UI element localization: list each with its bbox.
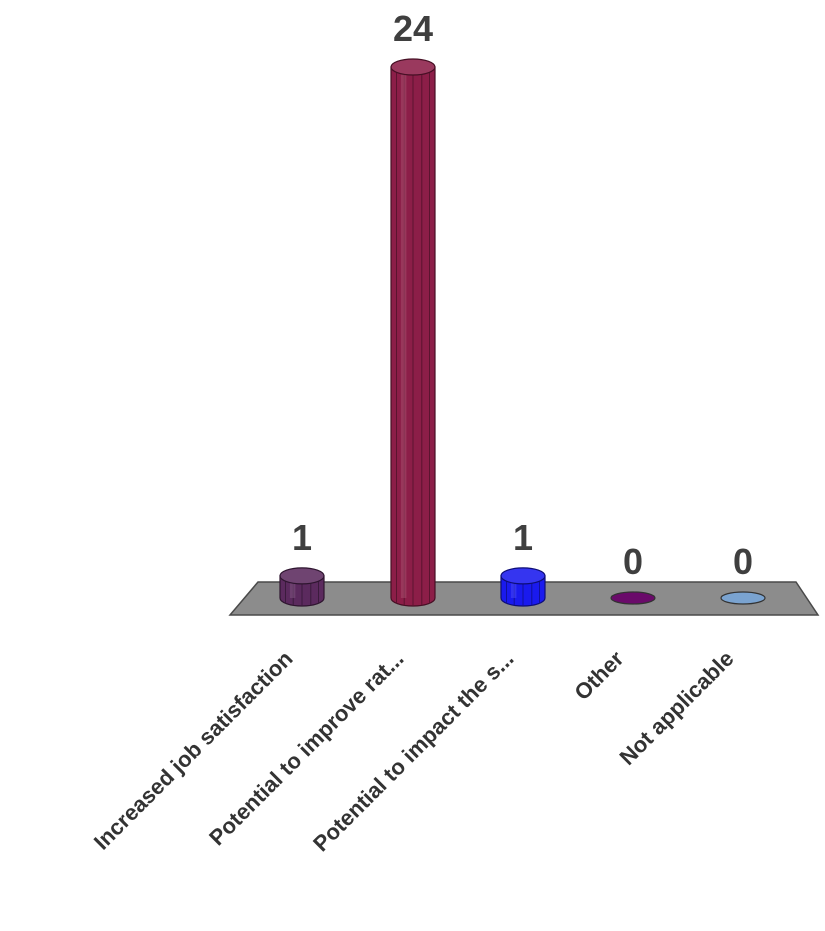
bar-1 [279,567,325,607]
bar-cap [390,58,436,76]
bar-cap [279,567,325,585]
category-label: Potential to improve rat... [204,646,408,850]
category-label: Other [569,646,628,705]
category-label: Potential to impact the s... [308,646,518,856]
value-label: 1 [292,517,312,558]
bar-5 [720,591,766,605]
bar-highlight [400,67,407,598]
value-labels-layer: 1 24 1 0 0 [292,8,753,582]
value-label: 0 [623,541,643,582]
bar-2 [390,58,436,607]
bar-highlight [510,575,517,598]
bars-layer [279,58,766,607]
bar-cap [610,591,656,605]
bar-3 [500,567,546,607]
category-label: Not applicable [615,646,739,770]
bar-highlight [289,575,296,598]
value-label: 24 [393,8,433,49]
bar-cap [500,567,546,585]
value-label: 1 [513,517,533,558]
bar-cap [720,591,766,605]
bar-4 [610,591,656,605]
value-label: 0 [733,541,753,582]
category-label: Increased job satisfaction [89,646,298,855]
